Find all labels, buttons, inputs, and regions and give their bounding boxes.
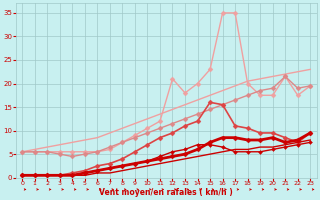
- X-axis label: Vent moyen/en rafales ( km/h ): Vent moyen/en rafales ( km/h ): [100, 188, 233, 197]
